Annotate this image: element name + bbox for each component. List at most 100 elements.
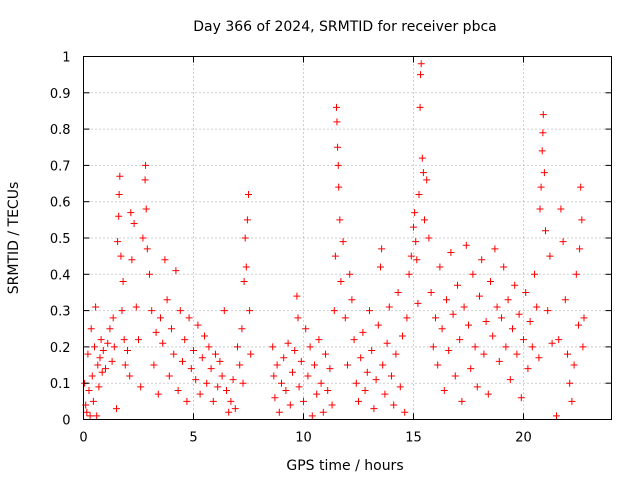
y-tick-label: 0 xyxy=(62,414,70,429)
data-point xyxy=(324,386,332,394)
data-point xyxy=(246,307,254,315)
data-point xyxy=(220,307,228,315)
data-point xyxy=(302,325,310,333)
data-point xyxy=(480,350,488,358)
data-point xyxy=(374,321,382,329)
data-point xyxy=(300,397,307,405)
data-point xyxy=(447,249,455,257)
data-point xyxy=(95,383,103,391)
data-point xyxy=(330,307,338,315)
data-point xyxy=(570,361,578,369)
y-axis-label: SRMTID / TECUs xyxy=(6,182,22,295)
data-point xyxy=(526,317,534,325)
data-point xyxy=(579,343,587,351)
y-tick-label: 0.1 xyxy=(50,377,71,392)
data-point xyxy=(502,343,510,351)
data-point xyxy=(109,314,117,322)
data-point xyxy=(484,390,492,398)
data-point xyxy=(504,296,512,304)
data-point xyxy=(311,361,318,369)
x-tick-labels: 0 5 10 15 20 xyxy=(79,431,531,446)
data-point xyxy=(269,343,277,351)
data-point xyxy=(511,281,519,289)
data-point xyxy=(315,336,323,344)
data-point xyxy=(348,296,356,304)
data-point xyxy=(575,321,582,329)
data-point xyxy=(370,405,378,413)
data-point xyxy=(110,343,118,351)
data-point xyxy=(118,307,126,315)
data-point xyxy=(227,397,235,405)
data-point xyxy=(108,357,116,365)
data-point xyxy=(91,343,98,351)
data-point xyxy=(578,216,586,224)
x-tick-label: 0 xyxy=(79,431,87,446)
data-point xyxy=(335,183,343,191)
data-point xyxy=(482,317,490,325)
data-point xyxy=(489,332,497,340)
data-point xyxy=(372,376,380,384)
data-point xyxy=(106,325,114,333)
data-point xyxy=(537,183,545,191)
y-tick-label: 0.6 xyxy=(50,196,71,211)
data-point xyxy=(417,60,425,68)
data-point xyxy=(154,390,162,398)
data-point xyxy=(555,336,563,344)
data-point xyxy=(553,412,560,420)
x-axis-label: GPS time / hours xyxy=(286,458,403,474)
data-point xyxy=(336,216,344,224)
data-point xyxy=(339,238,347,246)
data-point xyxy=(388,372,395,380)
data-point xyxy=(284,339,292,347)
axis-ticks xyxy=(83,56,612,420)
data-point xyxy=(520,336,527,344)
data-point xyxy=(137,383,145,391)
data-point xyxy=(513,350,521,358)
data-point xyxy=(392,350,400,358)
data-point xyxy=(282,386,290,394)
data-point xyxy=(390,401,398,409)
data-point xyxy=(401,408,409,416)
data-point xyxy=(93,412,101,420)
data-point xyxy=(498,314,505,322)
data-point xyxy=(89,397,97,405)
data-point xyxy=(405,270,413,278)
data-point xyxy=(458,397,466,405)
data-point xyxy=(139,234,147,242)
data-point xyxy=(243,216,251,224)
data-point xyxy=(542,227,549,235)
data-point xyxy=(293,292,301,300)
data-point xyxy=(306,343,314,351)
data-point xyxy=(333,118,341,126)
data-point xyxy=(94,361,102,369)
data-point xyxy=(313,390,321,398)
data-point xyxy=(548,339,556,347)
data-point xyxy=(491,245,499,253)
data-point xyxy=(203,379,211,387)
data-point xyxy=(413,256,421,264)
data-point xyxy=(412,238,420,246)
data-point xyxy=(462,241,470,249)
y-tick-label: 0.4 xyxy=(50,268,71,283)
data-point xyxy=(87,325,95,333)
data-point xyxy=(522,288,530,296)
data-point xyxy=(247,350,255,358)
data-point xyxy=(410,223,417,231)
data-point xyxy=(561,296,569,304)
data-point xyxy=(429,343,437,351)
data-point xyxy=(350,336,358,344)
data-point xyxy=(126,372,134,380)
data-point xyxy=(381,390,389,398)
data-point xyxy=(500,263,508,271)
data-point xyxy=(238,325,246,333)
data-point xyxy=(273,361,281,369)
data-point xyxy=(96,354,104,362)
data-point xyxy=(157,314,164,322)
data-point xyxy=(176,307,184,315)
data-point xyxy=(240,278,248,286)
data-point xyxy=(308,412,316,420)
data-point xyxy=(115,190,123,198)
x-tick-label: 10 xyxy=(295,431,312,446)
data-point xyxy=(344,361,351,369)
y-tick-label: 0.8 xyxy=(50,123,71,138)
